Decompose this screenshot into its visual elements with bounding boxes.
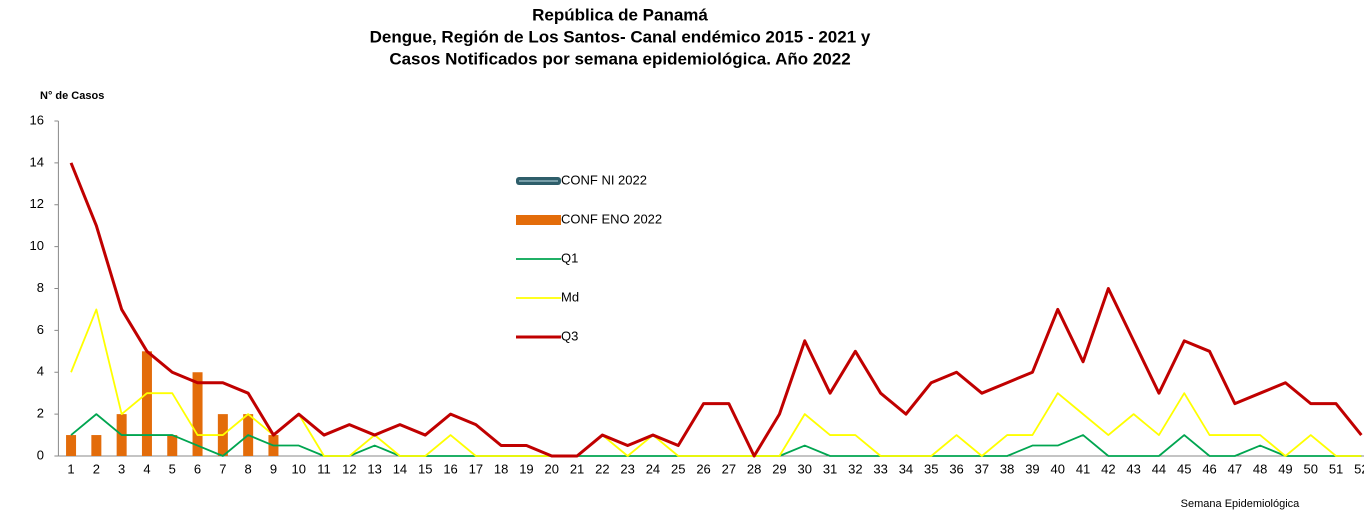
x-tick-label: 49: [1278, 461, 1292, 476]
x-tick-label: 11: [317, 461, 331, 476]
y-tick-label: 6: [37, 322, 44, 337]
x-tick-label: 51: [1329, 461, 1343, 476]
x-tick-label: 16: [443, 461, 457, 476]
x-tick-label: 40: [1051, 461, 1065, 476]
legend-label: CONF ENO 2022: [561, 211, 662, 226]
y-tick-label: 14: [30, 154, 44, 169]
x-tick-label: 30: [798, 461, 812, 476]
x-tick-label: 25: [671, 461, 685, 476]
x-tick-label: 15: [418, 461, 432, 476]
bar: [167, 435, 178, 456]
x-tick-label: 50: [1304, 461, 1318, 476]
x-tick-label: 7: [219, 461, 226, 476]
bar: [66, 435, 77, 456]
bar: [141, 351, 152, 456]
x-tick-label: 42: [1101, 461, 1115, 476]
x-tick-label: 18: [494, 461, 508, 476]
x-tick-label: 32: [848, 461, 862, 476]
y-tick-label: 16: [30, 112, 44, 127]
x-tick-label: 21: [570, 461, 584, 476]
x-tick-label: 26: [696, 461, 710, 476]
x-tick-label: 24: [646, 461, 660, 476]
x-tick-label: 17: [469, 461, 483, 476]
legend-label: Q3: [561, 328, 578, 343]
x-tick-label: 41: [1076, 461, 1090, 476]
y-tick-label: 10: [30, 238, 44, 253]
legend-label: Md: [561, 289, 579, 304]
chart-title: Dengue, Región de Los Santos- Canal endé…: [370, 27, 871, 46]
x-tick-label: 12: [342, 461, 356, 476]
x-tick-label: 43: [1126, 461, 1140, 476]
x-tick-label: 44: [1152, 461, 1166, 476]
x-tick-label: 46: [1202, 461, 1216, 476]
y-tick-label: 2: [37, 406, 44, 421]
x-tick-label: 52: [1354, 461, 1364, 476]
x-tick-label: 20: [545, 461, 559, 476]
x-tick-label: 27: [722, 461, 736, 476]
legend-label: Q1: [561, 250, 578, 265]
y-axis-label: N° de Casos: [40, 90, 104, 102]
x-tick-label: 1: [67, 461, 74, 476]
x-tick-label: 37: [975, 461, 989, 476]
x-tick-label: 34: [899, 461, 913, 476]
x-tick-label: 2: [93, 461, 100, 476]
x-tick-label: 35: [924, 461, 938, 476]
x-tick-label: 22: [595, 461, 609, 476]
x-tick-label: 13: [367, 461, 381, 476]
series-line: [69, 162, 1363, 458]
x-tick-label: 31: [823, 461, 837, 476]
x-tick-label: 39: [1025, 461, 1039, 476]
legend-label: CONF NI 2022: [561, 172, 647, 187]
x-tick-label: 28: [747, 461, 761, 476]
x-tick-label: 29: [772, 461, 786, 476]
x-tick-label: 33: [873, 461, 887, 476]
y-tick-label: 0: [37, 447, 44, 462]
chart-title: Casos Notificados por semana epidemiológ…: [389, 49, 850, 68]
x-tick-label: 8: [245, 461, 252, 476]
x-tick-label: 6: [194, 461, 201, 476]
y-tick-label: 4: [37, 364, 44, 379]
x-tick-label: 36: [949, 461, 963, 476]
x-tick-label: 9: [270, 461, 277, 476]
x-tick-label: 5: [169, 461, 176, 476]
y-tick-label: 8: [37, 280, 44, 295]
x-tick-label: 4: [143, 461, 150, 476]
bar: [91, 435, 102, 456]
x-tick-label: 3: [118, 461, 125, 476]
bar: [192, 372, 203, 456]
x-tick-label: 38: [1000, 461, 1014, 476]
x-tick-label: 19: [519, 461, 533, 476]
legend-swatch: [516, 215, 561, 225]
x-tick-label: 23: [620, 461, 634, 476]
x-axis-label: Semana Epidemiológica: [1181, 498, 1301, 510]
series-line: [70, 308, 1362, 457]
x-tick-label: 14: [393, 461, 407, 476]
x-tick-label: 45: [1177, 461, 1191, 476]
y-tick-label: 12: [30, 196, 44, 211]
x-tick-label: 10: [292, 461, 306, 476]
x-tick-label: 48: [1253, 461, 1267, 476]
chart-title: República de Panamá: [532, 5, 708, 24]
x-tick-label: 47: [1228, 461, 1242, 476]
